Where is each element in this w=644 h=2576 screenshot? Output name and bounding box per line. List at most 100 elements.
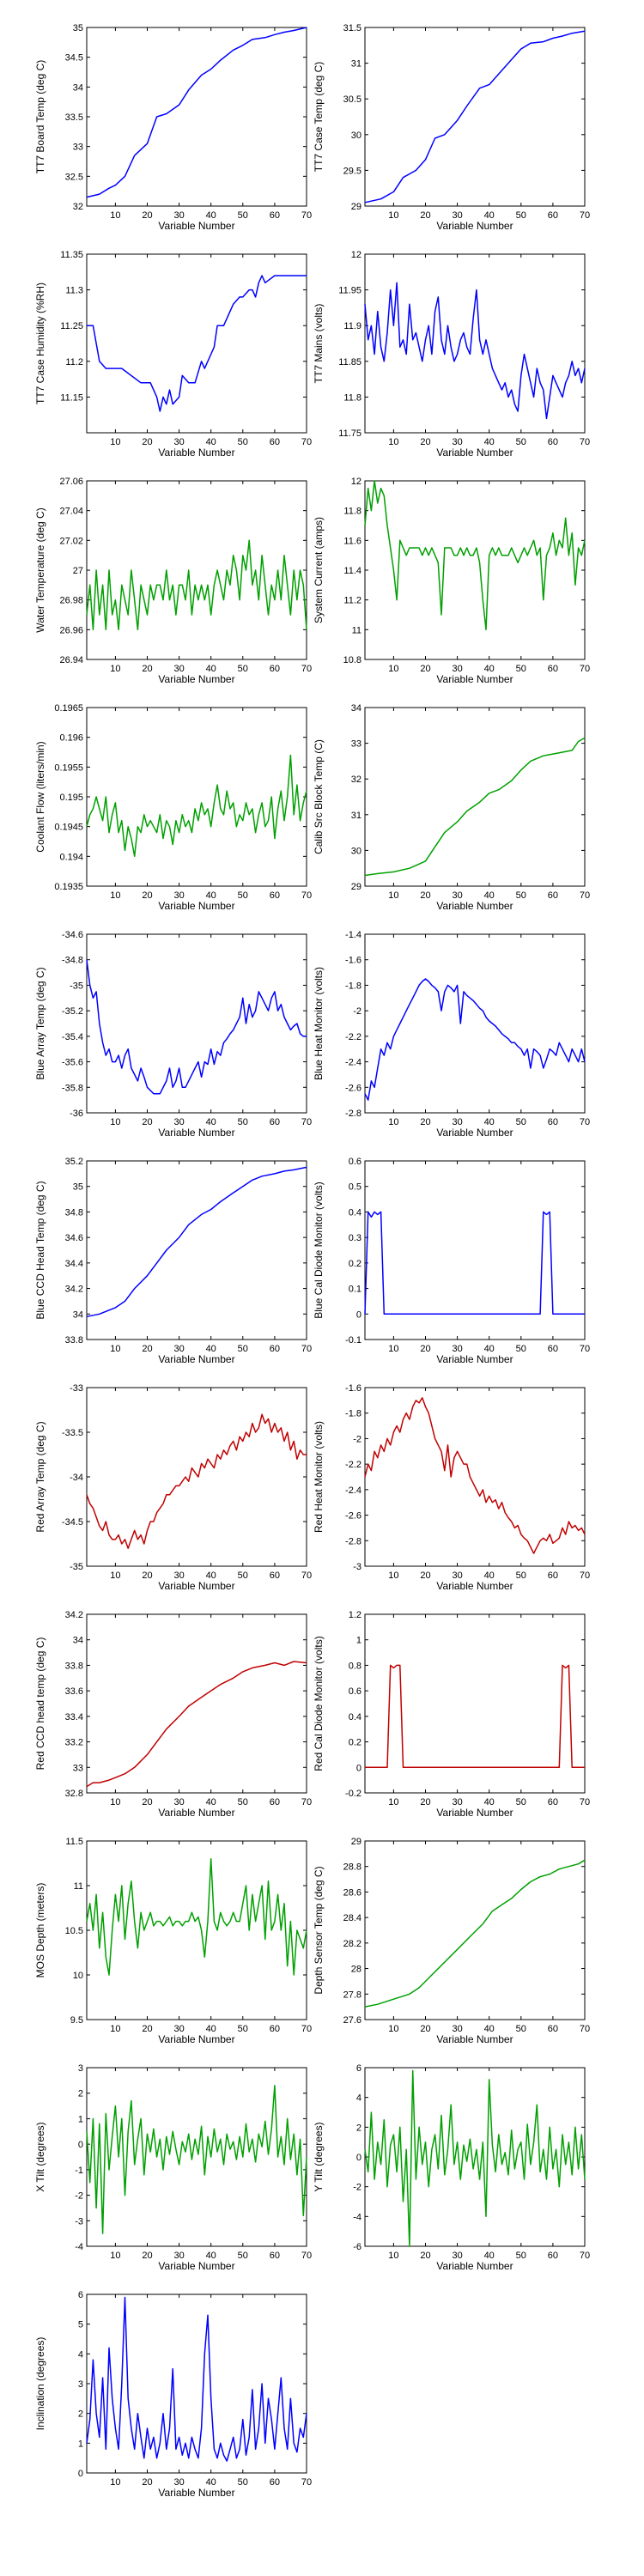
x-axis-label: Variable Number	[158, 673, 234, 685]
x-axis-label: Variable Number	[158, 900, 234, 912]
y-tick-label: 0	[78, 2140, 83, 2150]
x-tick-label: 40	[484, 1117, 495, 1127]
series-line	[364, 737, 586, 877]
y-tick-label: -3	[353, 1562, 361, 1572]
x-tick-label: 70	[580, 1797, 590, 1807]
x-tick-label: 40	[206, 664, 216, 674]
x-tick-label: 30	[173, 2477, 184, 2488]
x-tick-label: 10	[110, 664, 120, 674]
chart-11: 10 20 30 40 50 60 70 33.8 34 34.2 34.4 34.6 34.8 35 35…	[34, 1157, 312, 1365]
y-tick-label: 26.94	[59, 655, 83, 665]
series-line	[364, 1211, 585, 1315]
x-tick-label: 20	[142, 664, 152, 674]
series-line	[86, 27, 307, 198]
series-line	[364, 282, 586, 420]
y-tick-label: -2.6	[345, 1083, 361, 1093]
y-axis-label: X Tilt (degrees)	[34, 2122, 46, 2191]
x-tick-label: 10	[388, 2024, 398, 2034]
y-tick-label: 11.6	[343, 536, 361, 546]
x-tick-label: 10	[110, 1797, 120, 1807]
chart-16: 10 20 30 40 50 60 70 -0.2 0 0.2 0.4 0.6 0.8 1 1.2 Varia…	[313, 1610, 590, 1819]
x-tick-label: 40	[206, 2251, 216, 2261]
y-tick-label: 34	[73, 1309, 83, 1320]
chart-21: 10 20 30 40 50 60 70 0 1 2 3 4 5 6 Variable Number Incl…	[34, 2290, 312, 2499]
y-tick-label: 34.6	[65, 1233, 83, 1243]
y-tick-label: 34	[73, 82, 83, 93]
plot-frame	[86, 933, 307, 1114]
chart-8: 10 20 30 40 50 60 70 29 30 31 32 33 34 Variable Numbe…	[313, 703, 590, 912]
y-tick-label: -33	[70, 1383, 83, 1394]
x-tick-label: 20	[420, 1797, 430, 1807]
y-tick-label: 0.1945	[54, 823, 83, 833]
x-tick-label: 40	[484, 664, 495, 674]
x-tick-label: 40	[206, 1797, 216, 1807]
x-tick-label: 60	[270, 437, 280, 447]
y-tick-label: -2.4	[345, 1485, 361, 1496]
x-tick-label: 60	[548, 2024, 558, 2034]
y-tick-label: 11.25	[60, 321, 83, 331]
y-tick-label: 11.9	[343, 321, 361, 331]
y-tick-label: -2	[75, 2191, 83, 2202]
x-tick-label: 70	[301, 890, 312, 901]
y-tick-label: 1	[356, 1636, 361, 1646]
plot-frame	[364, 253, 586, 434]
series-line	[86, 539, 307, 631]
x-tick-label: 40	[206, 2024, 216, 2034]
y-tick-label: 27.6	[343, 2015, 361, 2026]
y-tick-label: 28.6	[343, 1887, 361, 1898]
x-tick-label: 20	[142, 2024, 152, 2034]
x-tick-label: 10	[110, 210, 120, 221]
x-axis-label: Variable Number	[158, 220, 234, 232]
y-tick-label: -34.5	[62, 1517, 83, 1528]
x-tick-label: 10	[110, 1344, 120, 1354]
y-tick-label: -0.2	[345, 1789, 361, 1799]
x-tick-label: 70	[580, 1571, 590, 1581]
y-axis-label: TT7 Mains (volts)	[313, 304, 325, 384]
y-axis-label: Red Heat Monitor (volts)	[313, 1421, 325, 1533]
chart-14: 10 20 30 40 50 60 70 -3 -2.8 -2.6 -2.4 -2.2 -2 -1.8 -1…	[313, 1383, 590, 1592]
x-tick-label: 50	[238, 2477, 248, 2488]
x-tick-label: 60	[548, 1797, 558, 1807]
y-tick-label: 0.1965	[54, 703, 83, 714]
x-tick-label: 60	[548, 890, 558, 901]
x-axis-label: Variable Number	[158, 447, 234, 459]
y-tick-label: 28.4	[343, 1913, 361, 1923]
x-tick-label: 60	[548, 1344, 558, 1354]
y-tick-label: -3	[75, 2216, 83, 2227]
y-axis-label: Red CCD head temp (deg C)	[34, 1637, 46, 1771]
x-axis-label: Variable Number	[158, 2260, 234, 2272]
x-tick-label: 70	[301, 664, 312, 674]
y-tick-label: -1	[75, 2166, 83, 2176]
y-tick-label: 0.1955	[54, 762, 83, 773]
x-tick-label: 60	[270, 1571, 280, 1581]
y-tick-label: 26.98	[59, 596, 83, 606]
y-tick-label: 33.8	[65, 1335, 83, 1346]
y-tick-label: -6	[353, 2242, 361, 2252]
x-tick-label: 20	[420, 1571, 430, 1581]
x-tick-label: 40	[484, 1797, 495, 1807]
y-tick-label: 0.2	[349, 1259, 361, 1269]
y-tick-label: 11.15	[60, 392, 83, 403]
y-axis-label: Red Array Temp (deg C)	[34, 1421, 46, 1532]
x-tick-label: 40	[484, 210, 495, 221]
y-tick-label: 0.3	[349, 1233, 361, 1243]
chart-15: 10 20 30 40 50 60 70 32.8 33 33.2 33.4 33.6 33.8 34 34…	[34, 1610, 312, 1819]
y-tick-label: 0	[356, 1309, 361, 1320]
y-tick-label: 32.5	[65, 172, 83, 182]
x-axis-label: Variable Number	[158, 2033, 234, 2045]
x-axis-label: Variable Number	[436, 673, 513, 685]
y-axis-label: Y Tilt (degrees)	[313, 2122, 325, 2191]
x-axis-label: Variable Number	[158, 1580, 234, 1592]
x-axis-label: Variable Number	[158, 1353, 234, 1365]
y-tick-label: 29	[351, 202, 361, 212]
y-tick-label: 27.02	[59, 536, 83, 546]
y-tick-label: 32	[351, 775, 361, 785]
x-tick-label: 60	[548, 210, 558, 221]
x-tick-label: 50	[516, 2251, 526, 2261]
y-tick-label: 2	[78, 2089, 83, 2099]
plot-frame	[86, 2293, 307, 2474]
y-tick-label: 33.8	[65, 1661, 83, 1671]
y-tick-label: 33	[73, 143, 83, 153]
series-line	[86, 1661, 307, 1788]
y-tick-label: 0.6	[349, 1686, 361, 1697]
